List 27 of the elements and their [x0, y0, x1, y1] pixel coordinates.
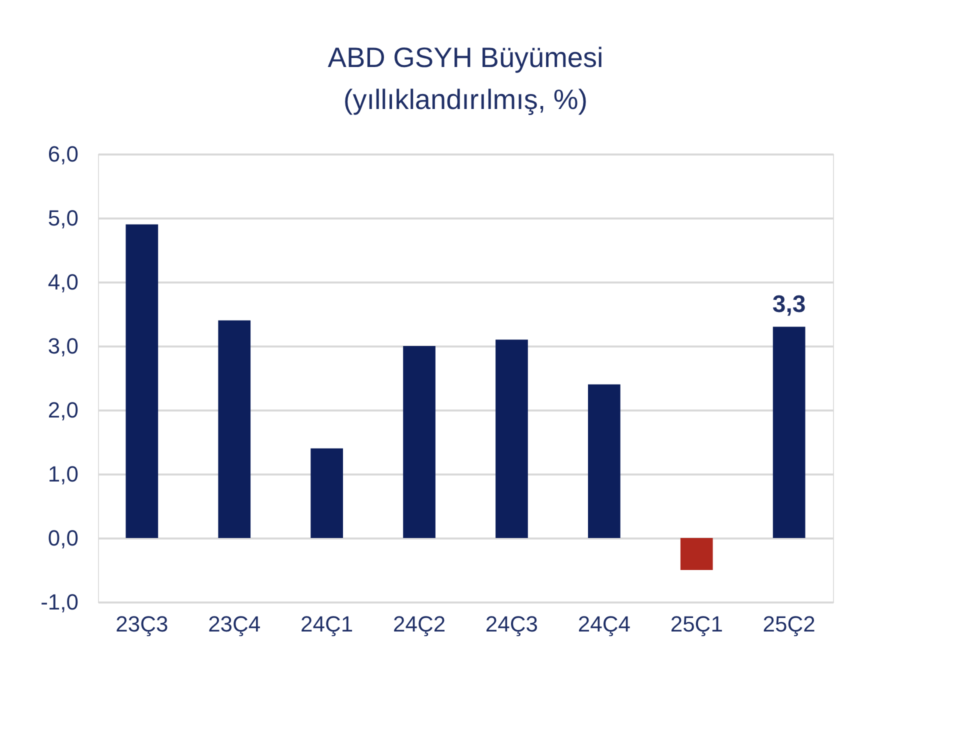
x-tick-label: 25Ç2: [762, 612, 816, 636]
y-tick-label: 1,0: [48, 462, 78, 486]
y-tick-label: 3,0: [48, 334, 78, 358]
x-tick-label: 23Ç3: [116, 612, 168, 636]
x-tick-label: 24Ç3: [485, 612, 538, 636]
chart-title: ABD GSYH Büyümesi: [328, 42, 604, 73]
y-tick-label: 0,0: [48, 526, 78, 550]
bar: [680, 538, 713, 570]
bar: [496, 340, 528, 538]
bar: [588, 384, 620, 538]
x-tick-label: 24Ç1: [300, 612, 354, 636]
bar: [310, 448, 343, 538]
x-tick-label: 24Ç4: [578, 612, 630, 636]
y-tick-label: 6,0: [48, 142, 78, 166]
x-tick-label: 25Ç1: [670, 612, 723, 636]
chart-subtitle: (yıllıklandırılmış, %): [343, 84, 588, 115]
bar: [126, 224, 158, 538]
x-tick-label: 24Ç2: [392, 612, 446, 636]
bar: [218, 320, 251, 538]
y-tick-label: 2,0: [48, 398, 78, 422]
bar: [772, 326, 806, 538]
x-tick-label: 23Ç4: [208, 612, 261, 636]
y-tick-label: 4,0: [48, 270, 78, 294]
y-tick-label: 5,0: [48, 206, 78, 230]
y-tick-label: -1,0: [40, 590, 78, 614]
data-label: 3,3: [772, 290, 806, 318]
bar: [403, 346, 436, 538]
